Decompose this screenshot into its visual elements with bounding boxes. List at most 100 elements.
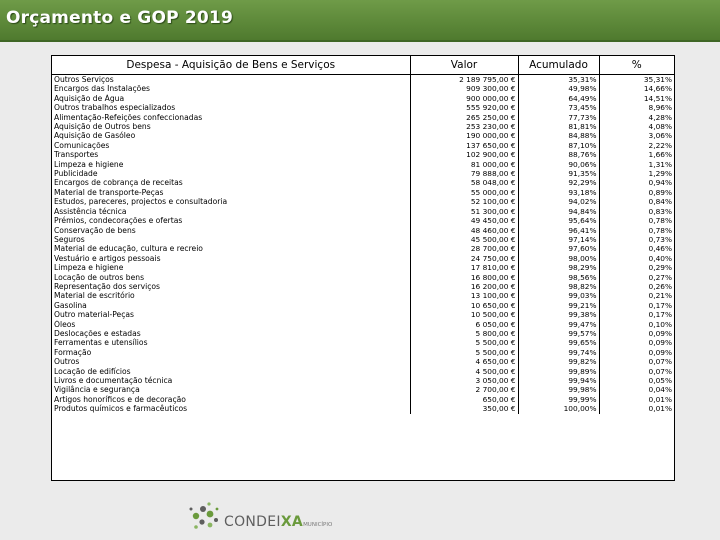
row-cumulative: 77,73% [518, 112, 600, 123]
table-row: Aquisição de Outros bens 253 230,00 €81,8… [52, 122, 674, 132]
row-description: Conservação de bens [52, 225, 411, 235]
row-value: 253 230,00 € [410, 122, 519, 132]
row-cumulative: 98,56% [518, 272, 600, 282]
logo-name-accent: XA [280, 514, 304, 530]
row-cumulative: 99,03% [518, 291, 600, 301]
row-value: 4 500,00 € [410, 366, 519, 376]
row-value: 55 000,00 € [410, 187, 519, 198]
row-cumulative: 96,41% [518, 225, 600, 235]
table-row: Limpeza e higiene 81 000,00 €90,06% 1,31% [52, 159, 674, 170]
row-percent: 0,83% [648, 206, 672, 216]
row-percent: 0,17% [648, 310, 672, 320]
row-description: Publicidade [52, 169, 411, 179]
row-cumulative: 94,02% [518, 197, 600, 207]
row-cumulative: 93,18% [518, 187, 600, 198]
row-percent: 1,66% [648, 150, 672, 160]
row-cumulative: 81,81% [518, 122, 600, 132]
table-row: Comunicações 137 650,00 €87,10% 2,22% [52, 140, 674, 151]
row-percent: 14,51% [643, 93, 672, 103]
row-value: 48 460,00 € [410, 225, 519, 235]
header-cumulative: Acumulado [518, 56, 600, 75]
row-description: Estudos, pareceres, projectos e consulta… [52, 197, 411, 207]
row-description: Comunicações [52, 140, 411, 151]
row-percent: 0,21% [648, 291, 672, 301]
row-value: 350,00 € [410, 404, 519, 414]
row-value: 52 100,00 € [410, 197, 519, 207]
row-cumulative: 88,76% [518, 150, 600, 160]
row-description: Limpeza e higiene [52, 263, 411, 273]
row-percent: 35,31% [643, 75, 672, 84]
table-row: Produtos químicos e farmacêuticos 350,00 … [52, 404, 674, 414]
table-row: Seguros 45 500,00 €97,14% 0,73% [52, 234, 674, 245]
table-row: Publicidade 79 888,00 €91,35% 1,29% [52, 169, 674, 179]
row-description: Produtos químicos e farmacêuticos [52, 404, 411, 414]
table-row: Locação de edifícios 4 500,00 €99,89% 0,07… [52, 366, 674, 376]
table-row: Livros e documentação técnica 3 050,00 €9… [52, 376, 674, 386]
table-row: Outro material-Peças 10 500,00 €99,38% 0,1… [52, 310, 674, 320]
row-description: Alimentação-Refeições confeccionadas [52, 112, 411, 123]
logo-name-prefix: CONDEI [224, 514, 281, 530]
row-description: Outros trabalhos especializados [52, 103, 411, 113]
row-cumulative: 90,06% [518, 159, 600, 170]
table-row: Outros trabalhos especializados 555 920,0… [52, 103, 674, 113]
row-description: Assistência técnica [52, 206, 411, 217]
row-description: Outros Serviços [52, 74, 411, 85]
row-percent: 0,78% [648, 225, 672, 235]
row-cumulative: 98,29% [518, 263, 600, 273]
row-value: 5 800,00 € [410, 328, 519, 339]
row-cumulative: 99,21% [518, 300, 600, 311]
row-percent: 2,22% [648, 140, 672, 150]
row-value: 555 920,00 € [410, 103, 519, 113]
row-cumulative: 99,38% [518, 310, 600, 320]
row-percent: 0,40% [648, 253, 672, 263]
row-percent: 0,10% [648, 319, 672, 329]
expense-table-container: Despesa - Aquisição de Bens e Serviços V… [51, 55, 675, 481]
row-percent: 0,09% [648, 328, 672, 338]
row-cumulative: 99,82% [518, 357, 600, 367]
row-description: Limpeza e higiene [52, 159, 411, 170]
row-description: Vigilância e segurança [52, 385, 411, 395]
table-row: Artigos honoríficos e de decoração 650,00… [52, 394, 674, 405]
table-row: Outros 4 650,00 €99,82% 0,07% [52, 357, 674, 367]
row-value: 5 500,00 € [410, 347, 519, 358]
row-value: 4 650,00 € [410, 357, 519, 367]
row-value: 3 050,00 € [410, 376, 519, 386]
row-description: Artigos honoríficos e de decoração [52, 394, 411, 405]
row-value: 137 650,00 € [410, 140, 519, 151]
page-title: Orçamento e GOP 2019 [6, 8, 234, 28]
row-percent: 8,96% [648, 103, 672, 113]
row-value: 190 000,00 € [410, 131, 519, 141]
row-percent: 14,66% [643, 84, 672, 94]
expense-table: Despesa - Aquisição de Bens e Serviços V… [52, 56, 674, 414]
row-percent: 0,04% [648, 385, 672, 395]
row-percent: 0,01% [648, 404, 672, 414]
row-description: Deslocações e estadas [52, 328, 411, 339]
table-row: Deslocações e estadas 5 800,00 €99,57% 0,0… [52, 328, 674, 339]
row-cumulative: 64,49% [518, 93, 600, 104]
table-row: Aquisição de Gasóleo 190 000,00 €84,88% 3,… [52, 131, 674, 141]
row-value: 909 300,00 € [410, 84, 519, 94]
row-value: 13 100,00 € [410, 291, 519, 301]
table-row: Outros Serviços 2 189 795,00 €35,31% 35,31… [52, 74, 674, 85]
row-percent: 0,73% [648, 234, 672, 244]
row-value: 16 200,00 € [410, 281, 519, 292]
row-description: Locação de edifícios [52, 366, 411, 376]
row-percent: 0,26% [648, 281, 672, 291]
row-cumulative: 97,14% [518, 234, 600, 245]
row-cumulative: 99,99% [518, 394, 600, 405]
row-percent: 0,09% [648, 338, 672, 348]
row-percent: 0,27% [648, 272, 672, 282]
row-value: 10 500,00 € [410, 310, 519, 320]
row-value: 24 750,00 € [410, 253, 519, 264]
table-header-row: Despesa - Aquisição de Bens e Serviços V… [52, 56, 674, 75]
row-cumulative: 95,64% [518, 216, 600, 226]
table-row: Transportes 102 900,00 €88,76% 1,66% [52, 150, 674, 160]
table-row: Óleos 6 050,00 €99,47% 0,10% [52, 319, 674, 329]
row-cumulative: 84,88% [518, 131, 600, 141]
table-row: Alimentação-Refeições confeccionadas 265 … [52, 112, 674, 123]
row-cumulative: 99,47% [518, 319, 600, 329]
row-description: Outros [52, 357, 411, 367]
row-value: 102 900,00 € [410, 150, 519, 160]
row-percent: 0,01% [648, 394, 672, 404]
row-percent: 4,28% [648, 112, 672, 122]
